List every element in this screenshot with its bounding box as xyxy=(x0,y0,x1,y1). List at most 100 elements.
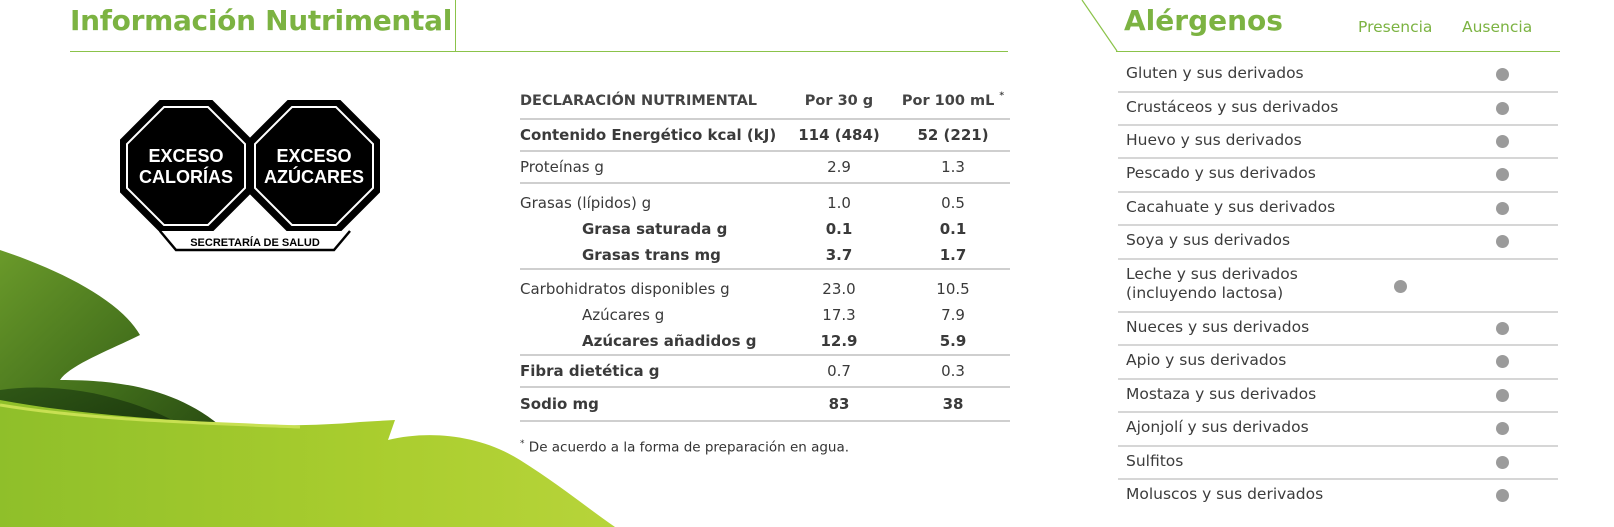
table-header-per-100ml: Por 100 mL * xyxy=(901,91,1005,109)
row-value-100ml: 1.7 xyxy=(939,246,967,264)
allergen-label: Leche y sus derivados (incluyendo lactosa… xyxy=(1126,265,1298,302)
allergen-item-mostaza: Mostaza y sus derivados xyxy=(1118,380,1558,413)
allergen-item-moluscos: Moluscos y sus derivados xyxy=(1118,480,1558,513)
presencia-dot-icon xyxy=(1394,280,1407,293)
ausencia-dot-icon xyxy=(1496,389,1509,402)
footnote-mark: * xyxy=(520,439,525,449)
table-header-label: DECLARACIÓN NUTRIMENTAL xyxy=(520,93,758,109)
row-label: Grasa saturada g xyxy=(582,220,728,238)
allergen-label: Pescado y sus derivados xyxy=(1126,164,1316,182)
ausencia-dot-icon xyxy=(1496,135,1509,148)
ausencia-dot-icon xyxy=(1496,235,1509,248)
ausencia-dot-icon xyxy=(1496,322,1509,335)
table-row-fibra: Fibra dietética g 0.7 0.3 xyxy=(520,354,1010,387)
row-value-30g: 114 (484) xyxy=(782,118,896,151)
row-label: Grasas (lípidos) g xyxy=(520,182,782,216)
table-row-carbohidratos: Carbohidratos disponibles g 23.0 10.5 xyxy=(520,268,1010,302)
ausencia-dot-icon xyxy=(1496,202,1509,215)
table-row-grasas-trans: Grasas trans mg 3.7 1.7 xyxy=(520,242,1010,269)
decorative-leaves-image xyxy=(0,250,615,527)
allergen-label: Ajonjolí y sus derivados xyxy=(1126,418,1309,436)
row-value-30g: 2.9 xyxy=(782,150,896,183)
allergen-header-divider xyxy=(1081,0,1118,52)
row-value-100ml: 5.9 xyxy=(939,332,967,350)
ausencia-dot-icon xyxy=(1496,68,1509,81)
allergen-item-gluten: Gluten y sus derivados xyxy=(1118,59,1558,93)
allergen-item-cacahuate: Cacahuate y sus derivados xyxy=(1118,193,1558,226)
table-row-grasa-saturada: Grasa saturada g 0.1 0.1 xyxy=(520,216,1010,242)
row-label: Sodio mg xyxy=(520,386,782,422)
ausencia-dot-icon xyxy=(1496,489,1509,502)
row-value-100ml: 10.5 xyxy=(896,268,1010,302)
warning-seals-image: EXCESO CALORÍAS EXCESO AZÚCARES SECRETAR… xyxy=(120,100,380,252)
table-row-sodio: Sodio mg 83 38 xyxy=(520,386,1010,422)
allergen-label: Apio y sus derivados xyxy=(1126,351,1287,369)
column-header-ausencia: Ausencia xyxy=(1462,18,1533,36)
allergen-list: Gluten y sus derivados Crustáceos y sus … xyxy=(1118,59,1558,513)
table-row-grasas: Grasas (lípidos) g 1.0 0.5 xyxy=(520,182,1010,216)
seal-azucares-line2: AZÚCARES xyxy=(264,166,364,187)
seal-calorias-line1: EXCESO xyxy=(148,146,223,166)
allergen-item-ajonjoli: Ajonjolí y sus derivados xyxy=(1118,413,1558,447)
allergen-label: Gluten y sus derivados xyxy=(1126,64,1304,82)
row-value-100ml: 7.9 xyxy=(941,306,965,324)
allergen-item-nueces: Nueces y sus derivados xyxy=(1118,313,1558,346)
allergen-label: Sulfitos xyxy=(1126,452,1184,470)
row-value-100ml: 38 xyxy=(896,386,1010,422)
allergen-item-apio: Apio y sus derivados xyxy=(1118,346,1558,380)
row-label: Proteínas g xyxy=(520,150,782,183)
row-label: Fibra dietética g xyxy=(520,354,782,387)
allergen-item-pescado: Pescado y sus derivados xyxy=(1118,159,1558,193)
allergens-title: Alérgenos xyxy=(1124,4,1283,37)
row-label: Azúcares añadidos g xyxy=(582,332,757,350)
allergens-header-rule xyxy=(1116,51,1560,52)
row-value-100ml: 1.3 xyxy=(896,150,1010,183)
allergen-label: Crustáceos y sus derivados xyxy=(1126,98,1339,116)
allergen-item-leche: Leche y sus derivados (incluyendo lactosa… xyxy=(1118,260,1558,313)
ausencia-dot-icon xyxy=(1496,355,1509,368)
seal-authority: SECRETARÍA DE SALUD xyxy=(190,236,320,249)
table-row-azucares: Azúcares g 17.3 7.9 xyxy=(520,302,1010,328)
row-value-30g: 0.1 xyxy=(825,220,853,238)
row-label: Carbohidratos disponibles g xyxy=(520,268,782,302)
nutrition-table: DECLARACIÓN NUTRIMENTAL Por 30 g Por 100… xyxy=(520,84,1010,422)
seal-azucares-line1: EXCESO xyxy=(276,146,351,166)
row-value-30g: 17.3 xyxy=(822,306,856,324)
row-value-100ml: 0.1 xyxy=(939,220,967,238)
row-value-30g: 0.7 xyxy=(782,354,896,387)
table-row-energia: Contenido Energético kcal (kJ) 114 (484)… xyxy=(520,118,1010,151)
row-value-100ml: 0.3 xyxy=(896,354,1010,387)
seal-calorias-line2: CALORÍAS xyxy=(139,166,233,187)
ausencia-dot-icon xyxy=(1496,102,1509,115)
table-footnote: * De acuerdo a la forma de preparación e… xyxy=(520,439,849,456)
column-header-presencia: Presencia xyxy=(1358,18,1433,36)
row-label: Azúcares g xyxy=(582,306,665,324)
allergen-label: Cacahuate y sus derivados xyxy=(1126,198,1336,216)
table-row-proteinas: Proteínas g 2.9 1.3 xyxy=(520,150,1010,183)
row-value-30g: 12.9 xyxy=(820,332,858,350)
ausencia-dot-icon xyxy=(1496,422,1509,435)
footnote-text: De acuerdo a la forma de preparación en … xyxy=(528,439,850,456)
allergen-item-soya: Soya y sus derivados xyxy=(1118,226,1558,260)
row-value-30g: 83 xyxy=(782,386,896,422)
table-header-per-30g: Por 30 g xyxy=(804,93,874,109)
allergen-item-crustaceos: Crustáceos y sus derivados xyxy=(1118,93,1558,126)
row-value-30g: 1.0 xyxy=(782,182,896,216)
row-value-100ml: 0.5 xyxy=(896,182,1010,216)
row-value-30g: 23.0 xyxy=(782,268,896,302)
ausencia-dot-icon xyxy=(1496,456,1509,469)
row-value-30g: 3.7 xyxy=(825,246,853,264)
ausencia-dot-icon xyxy=(1496,168,1509,181)
allergen-label: Mostaza y sus derivados xyxy=(1126,385,1317,403)
row-value-100ml: 52 (221) xyxy=(896,118,1010,151)
allergen-label: Moluscos y sus derivados xyxy=(1126,485,1324,503)
row-label: Grasas trans mg xyxy=(582,246,721,264)
row-label: Contenido Energético kcal (kJ) xyxy=(520,118,782,151)
title-divider xyxy=(455,0,456,51)
table-row-azucares-anadidos: Azúcares añadidos g 12.9 5.9 xyxy=(520,328,1010,355)
header-rule xyxy=(70,51,1008,52)
allergen-item-huevo: Huevo y sus derivados xyxy=(1118,126,1558,159)
allergen-label: Nueces y sus derivados xyxy=(1126,318,1310,336)
allergen-item-sulfitos: Sulfitos xyxy=(1118,447,1558,480)
allergen-label: Huevo y sus derivados xyxy=(1126,131,1302,149)
